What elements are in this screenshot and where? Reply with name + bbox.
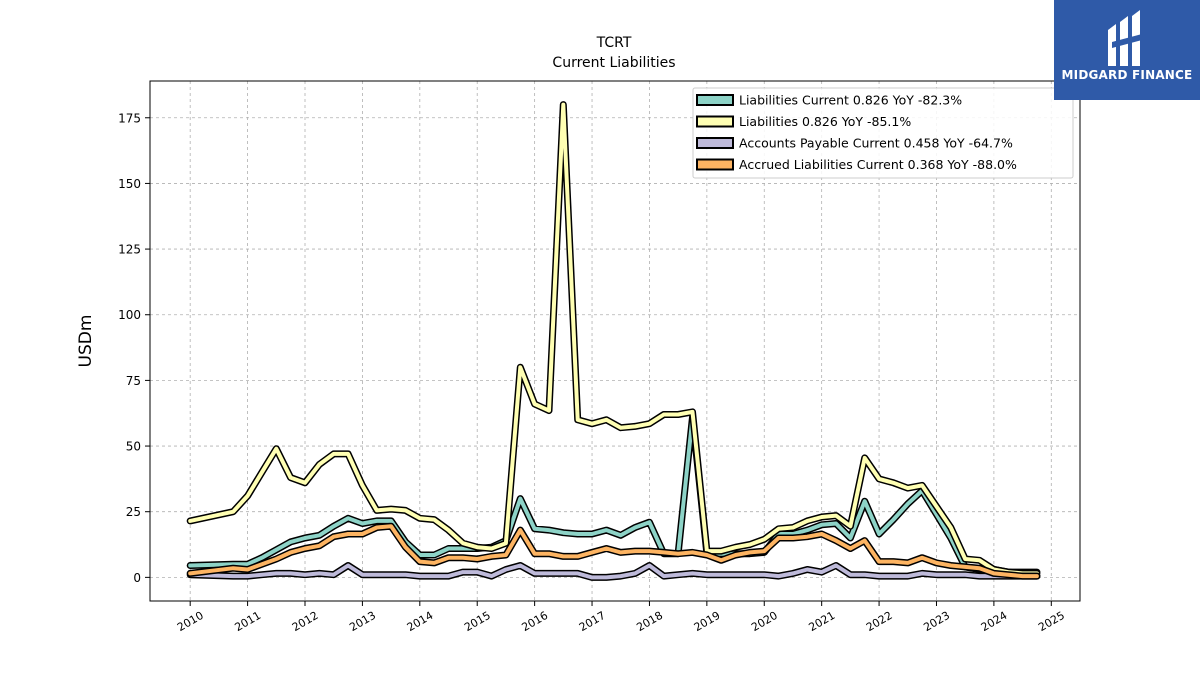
y-tick-label: 100 bbox=[118, 308, 141, 322]
x-tick-label: 2025 bbox=[1036, 609, 1067, 634]
legend-swatch-1 bbox=[696, 115, 734, 128]
legend-box bbox=[692, 87, 1074, 179]
legend-label-0: Liabilities Current 0.826 YoY -82.3% bbox=[739, 93, 962, 108]
y-tick-label: 75 bbox=[126, 374, 141, 388]
x-tick-label: 2023 bbox=[921, 609, 952, 634]
y-tick-label: 125 bbox=[118, 243, 141, 257]
x-tick-label: 2016 bbox=[520, 609, 551, 634]
y-tick-label: 0 bbox=[133, 571, 141, 585]
series-line-1 bbox=[188, 102, 1039, 576]
series-lines bbox=[186, 101, 1041, 581]
y-tick-label: 25 bbox=[126, 505, 141, 519]
x-tick-label: 2014 bbox=[405, 609, 436, 634]
x-tick-label: 2015 bbox=[462, 609, 493, 634]
legend-label-2: Accounts Payable Current 0.458 YoY -64.7… bbox=[739, 136, 1013, 151]
midgard-logo-icon bbox=[1108, 10, 1142, 66]
series-line-0 bbox=[188, 415, 1039, 575]
x-tick-label: 2017 bbox=[577, 609, 608, 634]
legend: Liabilities Current 0.826 YoY -82.3% Liab… bbox=[692, 87, 1074, 179]
x-tick-label: 2012 bbox=[290, 609, 321, 634]
legend-swatch-0 bbox=[696, 94, 734, 106]
y-tick-label: 150 bbox=[118, 177, 141, 191]
y-axis-label: USDm bbox=[76, 315, 96, 368]
x-tick-label: 2013 bbox=[347, 609, 378, 634]
x-tick-label: 2019 bbox=[692, 609, 723, 634]
chart-title: TCRT bbox=[596, 35, 632, 51]
series-line-3 bbox=[188, 524, 1039, 579]
legend-swatch-3 bbox=[696, 158, 734, 171]
y-tick-label: 175 bbox=[118, 111, 141, 125]
x-axis-ticks: 2010 2011 2012 2013 2014 2015 2016 2017 2018 2019… bbox=[175, 601, 1067, 634]
brand-name: MIDGARD FINANCE bbox=[1061, 68, 1193, 82]
x-tick-label: 2022 bbox=[864, 609, 895, 634]
x-tick-label: 2020 bbox=[749, 609, 780, 634]
x-tick-label: 2010 bbox=[175, 609, 206, 634]
x-tick-label: 2024 bbox=[979, 609, 1010, 634]
chart-subtitle: Current Liabilities bbox=[552, 55, 675, 71]
legend-swatch-2 bbox=[696, 137, 734, 149]
x-tick-label: 2018 bbox=[634, 609, 665, 634]
legend-label-1: Liabilities 0.826 YoY -85.1% bbox=[739, 114, 911, 129]
y-tick-label: 50 bbox=[126, 440, 141, 454]
brand-logo: MIDGARD FINANCE bbox=[1054, 0, 1200, 100]
x-tick-label: 2021 bbox=[807, 609, 838, 634]
legend-label-3: Accrued Liabilities Current 0.368 YoY -8… bbox=[739, 157, 1017, 172]
axes-frame bbox=[149, 80, 1081, 602]
y-axis-ticks: 0 25 50 75 100 125 150 175 bbox=[118, 111, 150, 585]
series-line-2 bbox=[188, 563, 1039, 580]
x-tick-label: 2011 bbox=[232, 609, 263, 634]
